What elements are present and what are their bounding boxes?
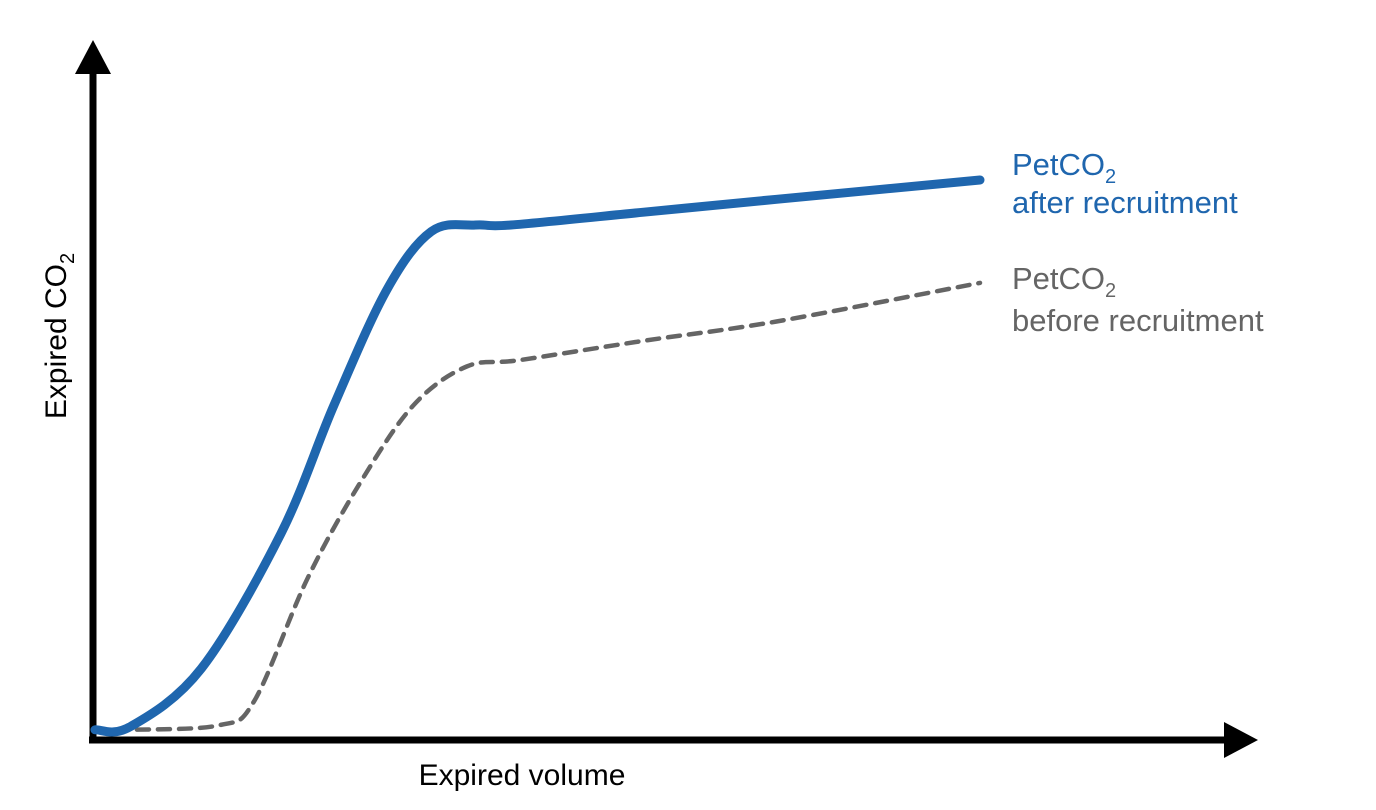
legend-before-subscript: 2	[1105, 280, 1116, 302]
legend-after-title: PetCO2	[1012, 147, 1116, 188]
x-axis-arrow-icon	[1224, 722, 1258, 758]
y-axis-label-subscript: 2	[57, 253, 79, 264]
series-layer	[90, 175, 985, 737]
legend-after-subscript: 2	[1105, 166, 1116, 188]
legend-after-subtitle: after recruitment	[1012, 185, 1238, 220]
series-line-before	[92, 280, 983, 733]
y-axis-label-group: Expired CO2	[40, 253, 79, 419]
series-line-after	[90, 175, 985, 737]
y-axis-arrow-icon	[75, 40, 111, 74]
legend-before-main: PetCO	[1012, 261, 1105, 296]
y-axis-label-main: Expired CO	[40, 264, 73, 419]
legend-after-main: PetCO	[1012, 147, 1105, 182]
legend-before-title: PetCO2	[1012, 261, 1116, 302]
legend-before-subtitle: before recruitment	[1012, 303, 1264, 338]
y-axis-label: Expired CO2	[40, 253, 79, 419]
x-axis-label: Expired volume	[419, 759, 626, 792]
